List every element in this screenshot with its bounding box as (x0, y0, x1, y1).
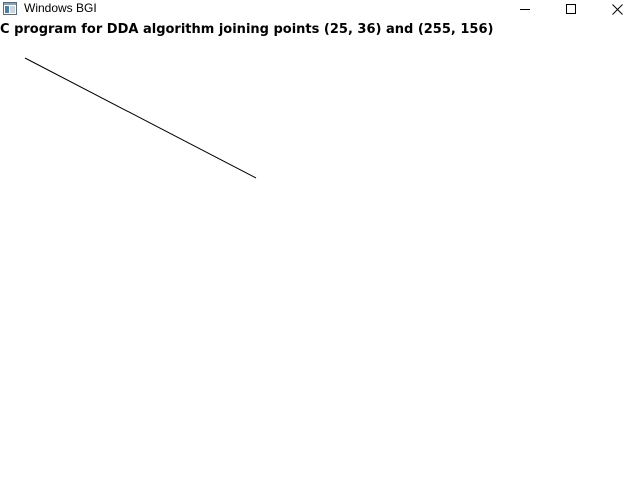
dda-line (24, 57, 257, 179)
minimize-icon (520, 9, 530, 10)
graphics-canvas[interactable]: C program for DDA algorithm joining poin… (0, 18, 638, 496)
minimize-button[interactable] (502, 0, 548, 18)
drawing-surface (24, 57, 257, 179)
window-title: Windows BGI (24, 1, 97, 15)
close-button[interactable] (594, 0, 638, 18)
program-heading: C program for DDA algorithm joining poin… (0, 22, 494, 37)
maximize-button[interactable] (548, 0, 594, 18)
bgi-window-icon[interactable] (3, 2, 17, 15)
close-icon (611, 3, 623, 15)
title-bar[interactable]: Windows BGI (0, 0, 638, 18)
maximize-icon (566, 4, 576, 14)
